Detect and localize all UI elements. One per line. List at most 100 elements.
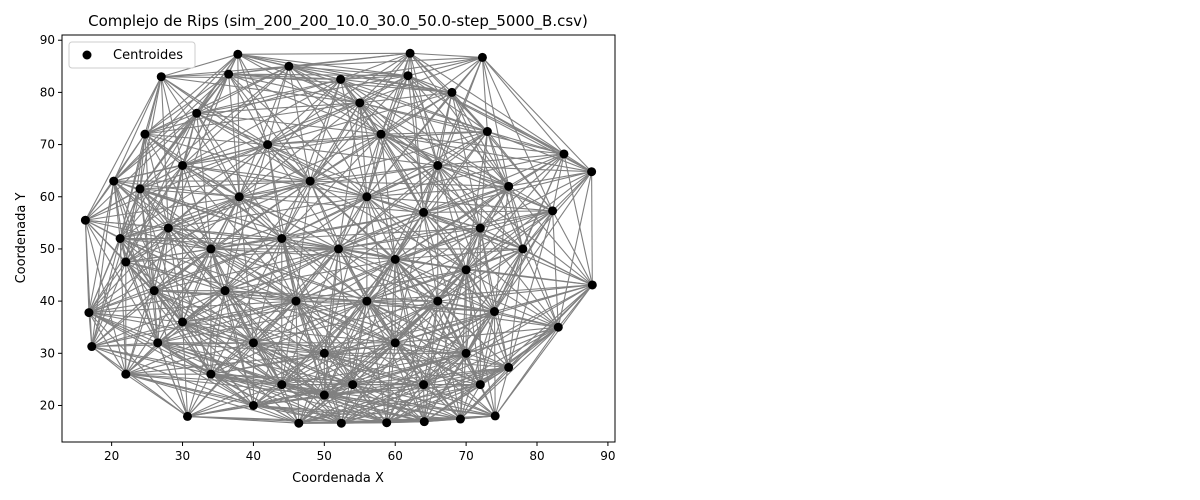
rips-edge — [144, 112, 197, 135]
rips-edge — [288, 65, 453, 93]
rips-edge — [466, 269, 593, 286]
rips-edge — [182, 144, 268, 166]
rips-edge — [196, 113, 240, 198]
rips-edge — [154, 248, 339, 292]
rips-edge — [88, 248, 212, 314]
x-tick-label: 30 — [175, 449, 190, 463]
rips-edge — [295, 301, 300, 424]
rips-edge — [210, 342, 396, 375]
rips-edge — [295, 300, 342, 424]
rips-edge — [182, 102, 360, 166]
centroid-point — [490, 411, 500, 421]
rips-edge — [210, 373, 424, 386]
rips-edge — [153, 237, 282, 292]
centroid-point — [548, 206, 558, 216]
centroid-point — [149, 286, 159, 296]
rips-edge — [324, 269, 467, 354]
rips-edge — [380, 133, 439, 166]
rips-edge — [168, 227, 339, 250]
rips-edge — [228, 73, 360, 104]
rips-edge — [160, 76, 198, 114]
rips-edge — [210, 196, 240, 250]
rips-edge — [437, 165, 495, 312]
rips-edge — [113, 180, 240, 198]
centroid-point — [419, 380, 429, 390]
y-tick-label: 60 — [40, 190, 55, 204]
rips-edge — [380, 133, 467, 271]
rips-edge — [423, 165, 439, 213]
centroid-point — [504, 362, 514, 372]
rips-edge — [210, 248, 325, 354]
rips-edge — [451, 91, 592, 173]
rips-edge — [167, 144, 268, 229]
x-tick-label: 40 — [246, 449, 261, 463]
rips-edge — [139, 112, 198, 190]
rips-edge — [323, 248, 340, 396]
rips-edge — [84, 180, 115, 221]
rips-edge — [125, 227, 169, 375]
rips-edge — [366, 185, 509, 198]
rips-edge — [186, 290, 226, 417]
rips-edge — [380, 133, 509, 187]
rips-edge — [508, 185, 593, 286]
rips-edge — [338, 248, 425, 385]
x-axis-label: Coordenada X — [292, 471, 384, 486]
rips-edge — [494, 311, 559, 328]
rips-edge — [182, 321, 212, 375]
rips-edge — [451, 92, 510, 187]
rips-edge — [522, 248, 559, 328]
rips-edge — [460, 415, 496, 420]
rips-edge — [267, 66, 290, 145]
rips-edge — [228, 65, 289, 75]
rips-edge — [407, 75, 488, 132]
rips-edge — [91, 188, 141, 347]
rips-edge — [451, 92, 524, 250]
rips-edge — [288, 65, 341, 80]
rips-edge — [154, 290, 297, 302]
rips-edge — [288, 65, 488, 133]
rips-edge — [196, 112, 382, 135]
rips-edge — [253, 404, 387, 424]
edges-layer — [84, 52, 593, 424]
rips-edge — [182, 321, 283, 386]
x-tick-label: 60 — [388, 449, 403, 463]
rips-edge — [88, 261, 127, 313]
rips-edge — [253, 394, 325, 407]
rips-edge — [366, 300, 425, 422]
rips-edge — [323, 269, 467, 396]
rips-edge — [352, 342, 396, 385]
rips-edge — [88, 312, 158, 344]
rips-edge — [552, 210, 593, 286]
rips-edge — [437, 153, 565, 166]
centroid-point — [87, 342, 97, 352]
rips-edge — [168, 196, 367, 229]
centroid-point — [220, 286, 230, 296]
rips-edge — [288, 65, 382, 135]
y-axis-label: Coordenada Y — [14, 193, 29, 284]
rips-edge — [394, 258, 439, 302]
x-tick-label: 90 — [600, 449, 615, 463]
y-tick-label: 80 — [40, 85, 55, 99]
centroid-point — [121, 257, 131, 267]
rips-edge — [238, 196, 283, 239]
rips-edge — [144, 133, 240, 198]
centroid-point — [447, 87, 457, 97]
rips-edge — [196, 75, 409, 114]
centroid-point — [587, 280, 597, 290]
rips-edge — [394, 259, 461, 420]
legend: Centroides — [68, 41, 196, 69]
rips-edge — [324, 311, 495, 354]
rips-edge — [281, 259, 396, 385]
rips-edge — [281, 211, 424, 240]
rips-edge — [309, 75, 409, 182]
rips-edge — [394, 165, 439, 260]
rips-edge — [407, 56, 483, 77]
rips-edge — [88, 196, 240, 314]
rips-edge — [309, 180, 439, 302]
rips-edge — [91, 238, 121, 347]
rips-edge — [224, 180, 311, 292]
rips-edge — [451, 92, 554, 212]
rips-edge — [267, 144, 368, 198]
centroid-point — [305, 176, 315, 186]
rips-edge — [324, 384, 481, 396]
